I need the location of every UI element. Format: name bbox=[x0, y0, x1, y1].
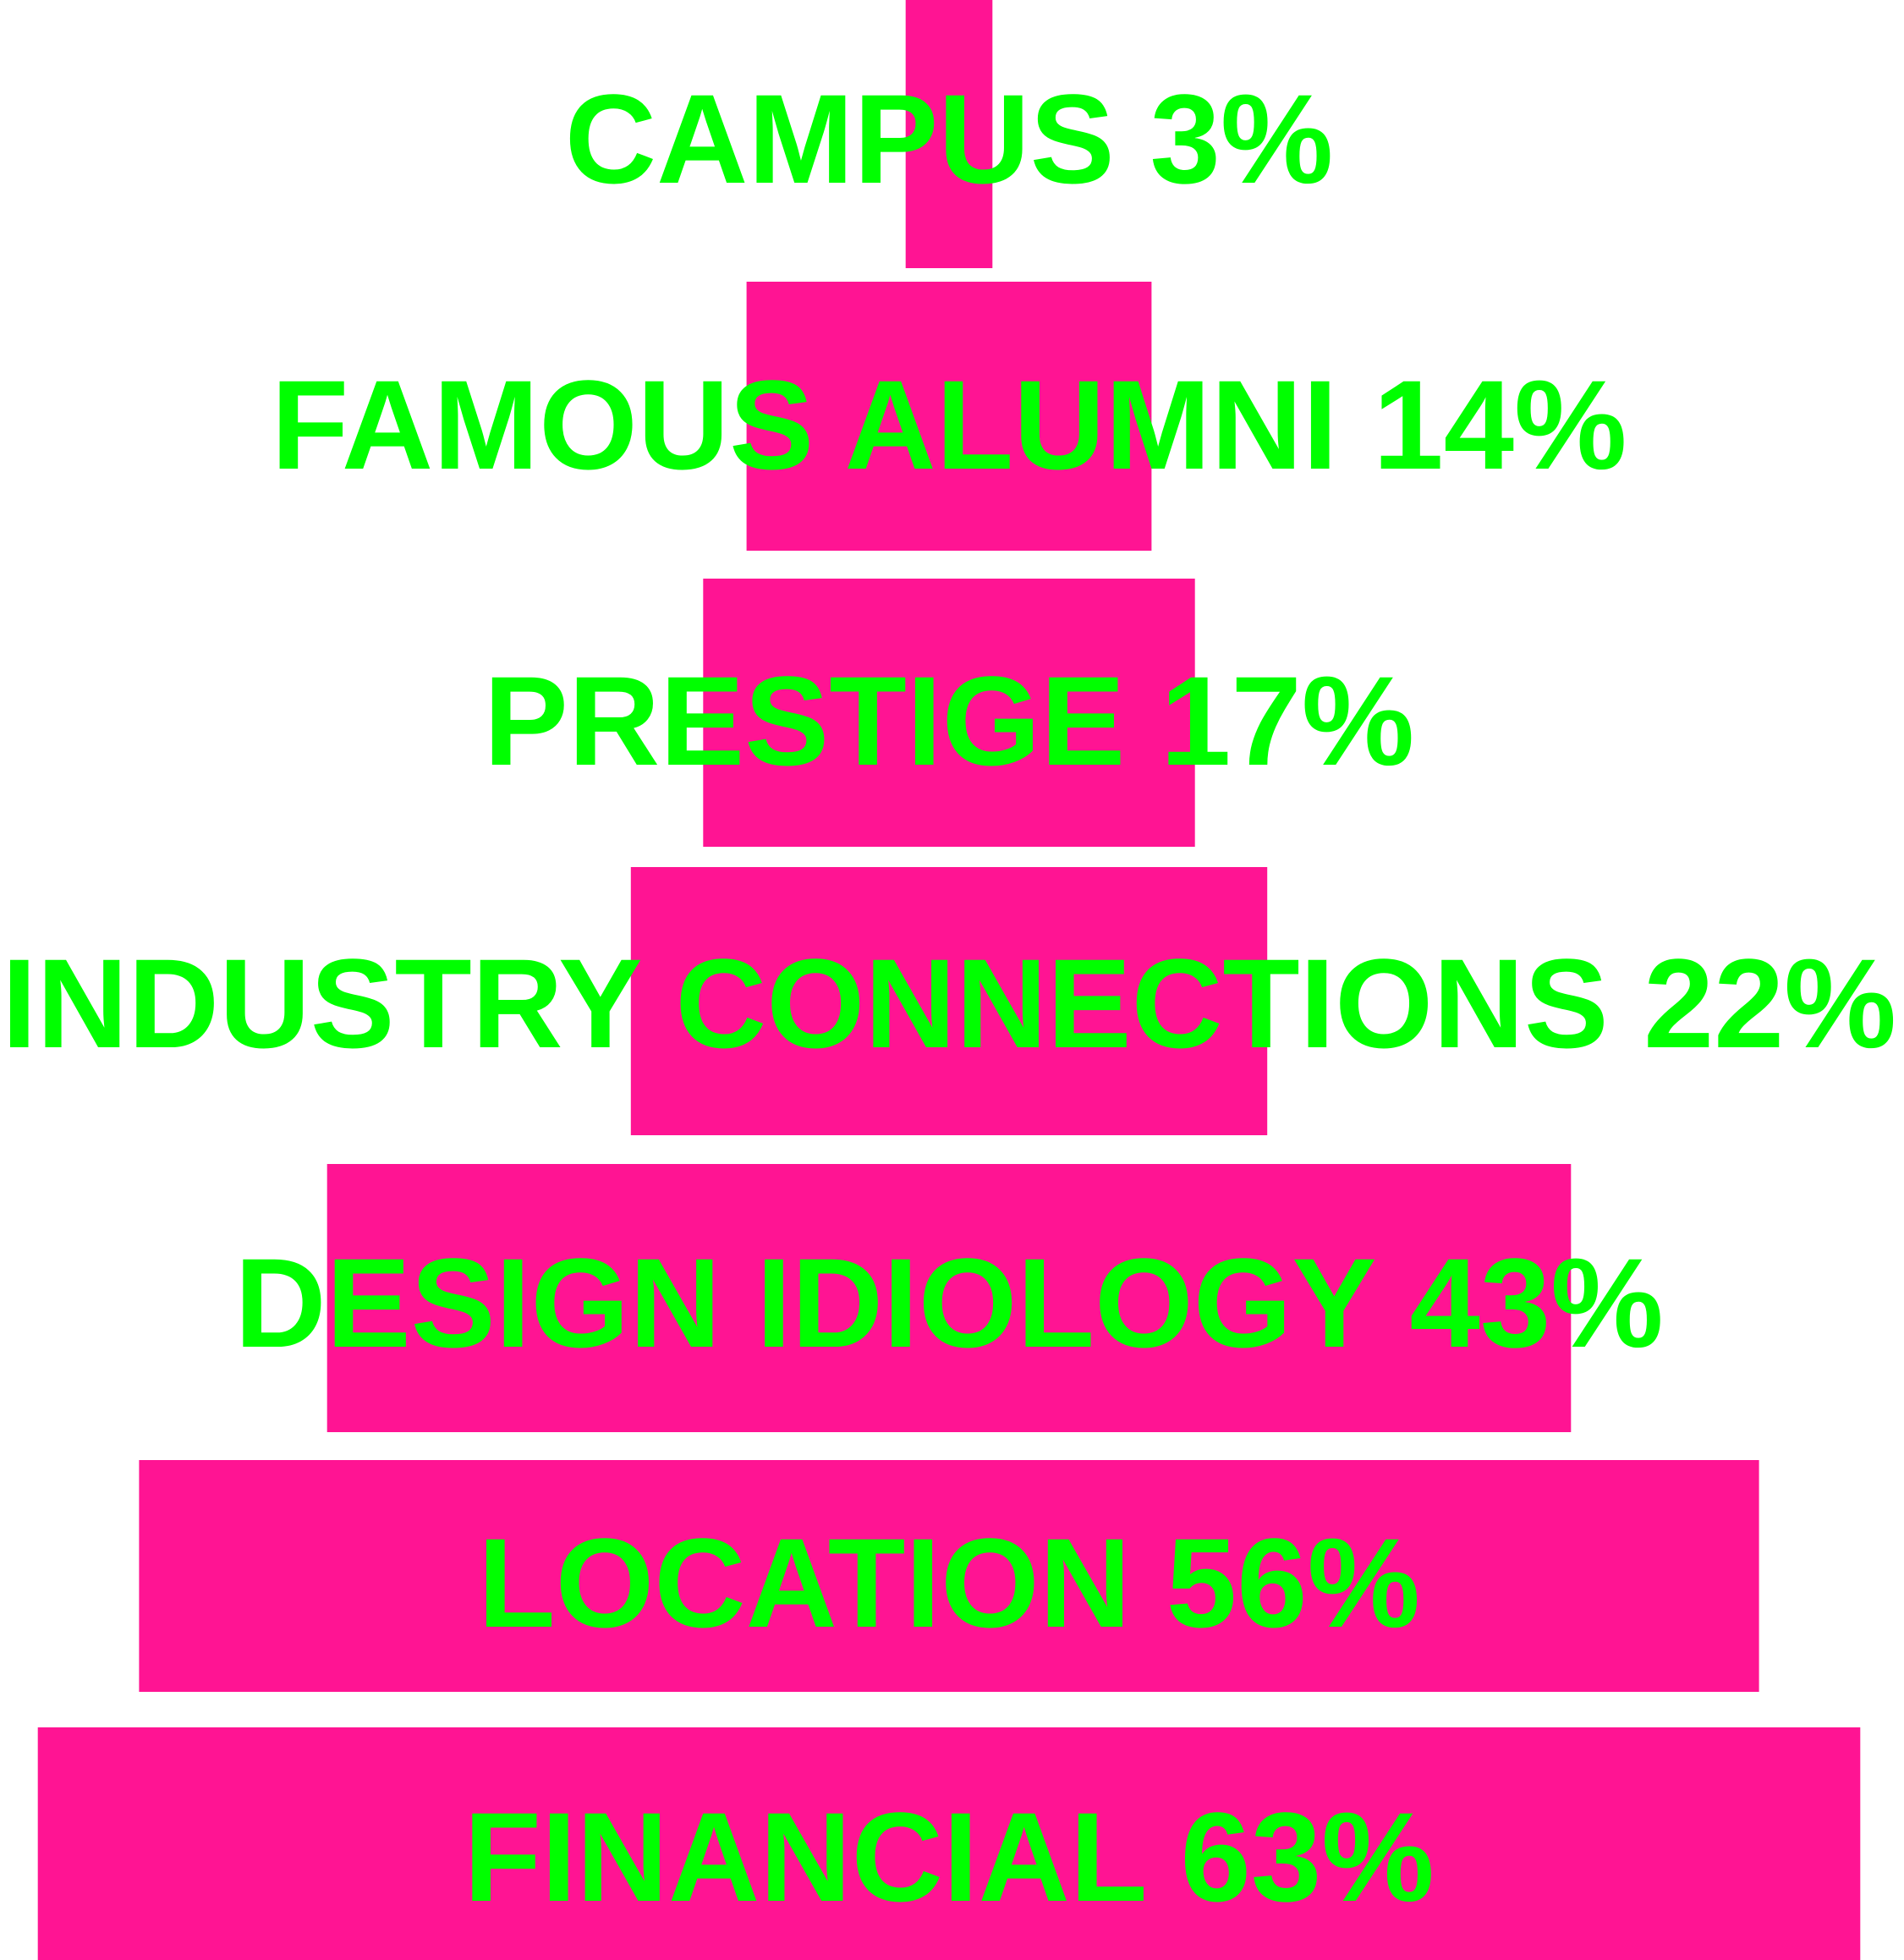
bar-design-idiology bbox=[326, 1164, 1572, 1432]
bar-label-design-idiology: DESIGN IDIOLOGY 43% bbox=[234, 1232, 1663, 1374]
bar-label-industry-connections: INDUSTRY CONNECTIONS 22% bbox=[2, 932, 1896, 1074]
bar-financial bbox=[37, 1727, 1861, 1960]
bar-famous-alumni bbox=[746, 282, 1152, 551]
bar-prestige bbox=[703, 579, 1195, 847]
bar-group bbox=[37, 0, 1861, 1960]
bar-label-campus: CAMPUS 3% bbox=[565, 68, 1334, 210]
bar-label-prestige: PRESTIGE 17% bbox=[484, 650, 1414, 792]
bar-label-financial: FINANCIAL 63% bbox=[464, 1786, 1434, 1928]
bar-label-location: LOCATION 56% bbox=[478, 1512, 1420, 1654]
bar-label-famous-alumni: FAMOUS ALUMNI 14% bbox=[272, 354, 1627, 496]
label-group: CAMPUS 3% FAMOUS ALUMNI 14% PRESTIGE 17% IN… bbox=[2, 68, 1896, 1928]
bar-location bbox=[139, 1460, 1759, 1692]
bar-campus bbox=[905, 0, 993, 268]
bar-industry-connections bbox=[630, 867, 1268, 1135]
